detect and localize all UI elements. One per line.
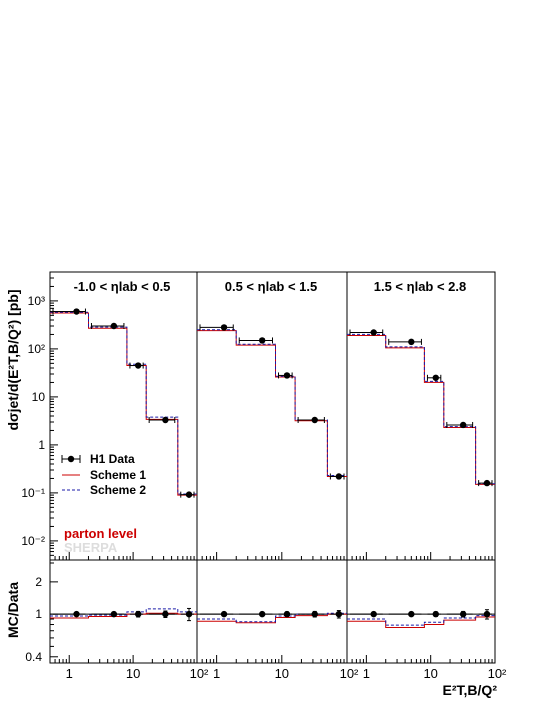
data-point	[220, 324, 228, 331]
legend-scheme1-label: Scheme 1	[90, 468, 146, 482]
ratio-data-point	[110, 610, 118, 618]
ratio-data-point	[185, 610, 193, 618]
ratio-y-tick-label: 1	[35, 607, 42, 621]
x-tick-label: 1	[363, 666, 370, 681]
data-point	[73, 308, 80, 315]
panel-title-3-text: 1.5 < ηlab < 2.8	[374, 279, 467, 294]
x-tick-label: 1	[213, 666, 220, 681]
panel-title-2-text: 0.5 < ηlab < 1.5	[225, 279, 318, 294]
scheme2-histogram-panel-1	[50, 311, 197, 495]
scheme1-histogram-panel-2	[197, 330, 347, 477]
data-point	[335, 473, 343, 480]
y-axis-label-main-text: dσjet/d(E²T,B/Q²) [pb]	[5, 290, 21, 431]
level-label: parton level	[64, 526, 137, 541]
main-panel-frame-1	[49, 271, 198, 561]
data-point	[134, 362, 142, 369]
data-point	[459, 421, 467, 429]
x-tick-label: 1	[66, 666, 73, 681]
y-tick-label: 10²	[28, 342, 45, 356]
x-tick-label: 10	[126, 666, 140, 681]
main-panel-frame-3	[346, 271, 496, 561]
legend-scheme2-label: Scheme 2	[90, 483, 146, 497]
y-tick-label: 1	[38, 438, 45, 452]
x-tick-label: 10²	[340, 666, 359, 681]
ratio-data-point	[134, 610, 142, 618]
ratio-data-point	[483, 610, 491, 618]
y-axis-label-ratio: MC/Data	[5, 582, 21, 638]
data-point	[311, 416, 318, 424]
y-tick-label: 10³	[28, 294, 45, 308]
scheme2-histogram-panel-3	[347, 333, 495, 485]
data-point	[483, 479, 491, 487]
ratio-panel-frame-3	[346, 559, 496, 664]
y-axis-label-main: dσjet/d(E²T,B/Q²) [pb]	[5, 290, 21, 431]
ratio-data-point	[73, 610, 80, 618]
data-point	[110, 322, 118, 330]
legend: H1 Data Scheme 1 Scheme 2	[61, 452, 146, 497]
ratio-y-tick-label: 2	[35, 575, 42, 589]
axis-ticks: 1 10 10² 1 10 10² 1 10 10² 10⁻² 10⁻¹ 1 10 10² 10³ 0.4 1 2	[21, 271, 507, 681]
scheme2-ratio-histogram-panel-3	[347, 615, 495, 626]
main-panel-frame-2	[196, 271, 348, 561]
scheme1-histogram-panel-3	[347, 335, 495, 485]
legend-data-marker	[67, 455, 75, 463]
ratio-data-point	[258, 610, 266, 618]
ratio-panel-frame-2	[196, 559, 348, 664]
data-point	[432, 374, 439, 381]
ratio-data-point	[283, 610, 291, 618]
panel-title-1: -1.0 < ηlab < 0.5	[74, 279, 171, 294]
ratio-data-point	[432, 610, 439, 618]
ratio-data-point	[311, 610, 318, 618]
x-axis-label: E²T,B/Q²	[443, 682, 498, 698]
x-tick-label: 10²	[488, 666, 507, 681]
ratio-data-point	[220, 610, 228, 618]
ratio-data-point	[162, 610, 169, 618]
legend-data-label: H1 Data	[90, 452, 135, 466]
scheme1-ratio-histogram-panel-3	[347, 616, 495, 628]
data-point	[370, 329, 377, 336]
y-tick-label: 10⁻¹	[21, 486, 45, 500]
ratio-data-point	[370, 610, 377, 618]
data-points	[52, 308, 493, 622]
x-tick-label: 10	[423, 666, 437, 681]
scheme2-histogram-panel-2	[197, 329, 347, 476]
panel-title-1-text: -1.0 < ηlab < 0.5	[74, 279, 171, 294]
x-tick-label: 10²	[190, 666, 209, 681]
scheme2-ratio-histogram-panel-1	[50, 608, 197, 617]
data-point	[162, 416, 169, 424]
ratio-data-point	[408, 610, 415, 618]
ratio-panel-frame-1	[49, 559, 198, 664]
generator-label: SHERPA	[64, 540, 118, 555]
ratio-y-tick-label: 0.4	[25, 650, 42, 664]
x-axis-label-text: E²T,B/Q²	[443, 682, 498, 698]
panel-title-3: 1.5 < ηlab < 2.8	[374, 279, 467, 294]
ratio-data-point	[335, 610, 343, 618]
data-point	[283, 372, 291, 379]
panel-title-2: 0.5 < ηlab < 1.5	[225, 279, 318, 294]
y-axis-label-ratio-text: MC/Data	[5, 582, 21, 638]
y-tick-label: 10	[32, 390, 46, 404]
ratio-data-point	[459, 610, 467, 618]
data-point	[258, 337, 266, 344]
y-tick-label: 10⁻²	[21, 534, 45, 548]
data-point	[408, 338, 415, 346]
x-tick-label: 10	[275, 666, 289, 681]
data-point	[185, 491, 193, 498]
